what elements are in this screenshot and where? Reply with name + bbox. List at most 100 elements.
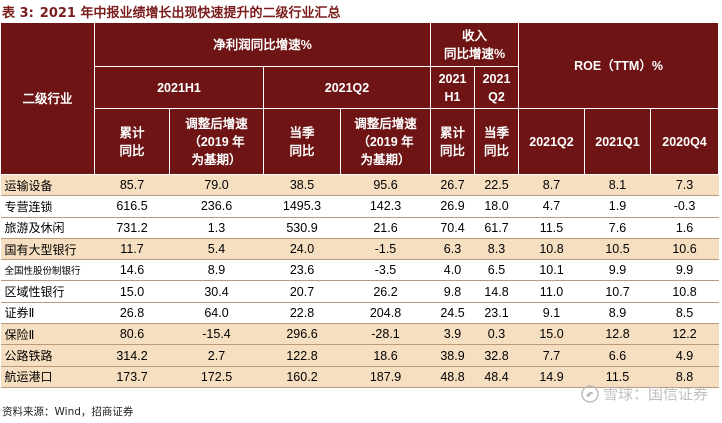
cell-roe-2020q4: 10.8	[650, 280, 719, 303]
cell-roe-2021q2: 10.8	[518, 238, 585, 261]
cell-np-h1-cum: 173.7	[94, 366, 170, 388]
header-cum-line1: 累计	[119, 125, 145, 140]
header-rev-q2-line2: Q2	[488, 89, 505, 104]
cell-np-h1-adj: 2.7	[169, 344, 264, 367]
cell-np-q2-season: 38.5	[263, 174, 341, 197]
cell-np-q2-season: 24.0	[263, 238, 341, 261]
cell-rev-q2: 8.3	[474, 238, 519, 261]
cell-np-q2-adj: -3.5	[340, 259, 431, 282]
cell-roe-2021q2: 7.7	[518, 344, 585, 367]
row-industry-name: 国有大型银行	[0, 238, 95, 261]
row-industry-name: 证券Ⅱ	[0, 302, 95, 325]
table-row: 专营连锁 616.5 236.6 1495.3 142.3 26.9 18.0 …	[0, 195, 719, 218]
header-season: 当季 同比	[263, 108, 341, 175]
header-adj-h1-line1: 调整后增速	[185, 116, 248, 131]
header-industry: 二级行业	[0, 22, 95, 175]
cell-np-q2-season: 530.9	[263, 217, 341, 239]
cell-roe-2021q2: 9.1	[518, 302, 585, 325]
header-adj-h1-line2: （2019 年	[188, 134, 245, 149]
cell-rev-q2: 23.1	[474, 302, 519, 325]
cell-roe-2020q4: 4.9	[650, 344, 719, 367]
cell-np-q2-season: 23.6	[263, 259, 341, 282]
cell-roe-2021q2: 8.7	[518, 174, 585, 197]
cell-roe-2021q2: 11.0	[518, 280, 585, 303]
header-season-line1: 当季	[289, 125, 315, 140]
header-rev-cum-line1: 累计	[439, 125, 465, 140]
cell-np-q2-adj: 21.6	[340, 217, 431, 239]
header-rev-h1-line1: 2021	[438, 71, 467, 86]
header-rev-season-line2: 同比	[483, 143, 509, 158]
cell-np-h1-cum: 11.7	[94, 238, 170, 261]
cell-np-h1-adj: 236.6	[169, 195, 264, 218]
cell-rev-h1: 3.9	[430, 323, 475, 346]
cell-roe-2020q4: 7.3	[650, 174, 719, 197]
cell-np-q2-season: 20.7	[263, 280, 341, 303]
header-rev-season-line1: 当季	[483, 125, 509, 140]
table-row: 区域性银行 15.0 30.4 20.7 26.2 9.8 14.8 11.0 …	[0, 280, 719, 303]
cell-roe-2020q4: 10.6	[650, 238, 719, 261]
cell-rev-h1: 4.0	[430, 259, 475, 282]
cell-np-h1-adj: 5.4	[169, 238, 264, 261]
cell-roe-2020q4: 12.2	[650, 323, 719, 346]
cell-np-h1-adj: 8.9	[169, 259, 264, 282]
cell-roe-2021q1: 1.9	[584, 195, 651, 218]
cell-np-q2-season: 122.8	[263, 344, 341, 367]
header-season-line2: 同比	[289, 143, 315, 158]
cell-rev-h1: 6.3	[430, 238, 475, 261]
header-adj-q2: 调整后增速 （2019 年 为基期）	[340, 108, 431, 175]
cell-np-h1-cum: 731.2	[94, 217, 170, 239]
cell-np-h1-adj: 64.0	[169, 302, 264, 325]
cell-np-h1-adj: -15.4	[169, 323, 264, 346]
cell-roe-2021q1: 6.6	[584, 344, 651, 367]
header-roe: ROE（TTM）%	[517, 22, 720, 109]
cell-roe-2021q2: 10.1	[518, 259, 585, 282]
cell-rev-q2: 61.7	[474, 217, 519, 239]
cell-roe-2021q1: 11.5	[584, 366, 651, 388]
header-net-profit: 净利润同比增速%	[94, 22, 431, 67]
cell-np-h1-cum: 616.5	[94, 195, 170, 218]
cell-np-h1-cum: 314.2	[94, 344, 170, 367]
header-adj-q2-line3: 为基期）	[360, 152, 411, 167]
header-adj-h1: 调整后增速 （2019 年 为基期）	[169, 108, 264, 175]
header-rev-q2-line1: 2021	[482, 71, 511, 86]
header-adj-q2-line1: 调整后增速	[354, 116, 417, 131]
industry-growth-table: 二级行业 净利润同比增速% 收入 同比增速% ROE（TTM）% 2021H1 …	[0, 22, 720, 388]
cell-roe-2021q1: 8.1	[584, 174, 651, 197]
cell-np-h1-cum: 80.6	[94, 323, 170, 346]
header-rev-cum: 累计 同比	[430, 108, 475, 175]
header-revenue-line2: 同比增速%	[443, 46, 506, 61]
cell-np-q2-adj: 18.6	[340, 344, 431, 367]
xueqiu-logo-icon	[581, 384, 599, 403]
header-rev-h1-line2: H1	[444, 89, 461, 104]
cell-roe-2021q2: 11.5	[518, 217, 585, 239]
cell-np-q2-season: 22.8	[263, 302, 341, 325]
row-industry-name: 旅游及休闲	[0, 217, 95, 239]
cell-np-h1-cum: 15.0	[94, 280, 170, 303]
cell-rev-h1: 48.8	[430, 366, 475, 388]
table-row: 证券Ⅱ 26.8 64.0 22.8 204.8 24.5 23.1 9.1 8…	[0, 302, 719, 325]
header-cum-line2: 同比	[119, 143, 145, 158]
cell-rev-q2: 0.3	[474, 323, 519, 346]
table-row: 保险Ⅱ 80.6 -15.4 296.6 -28.1 3.9 0.3 15.0 …	[0, 323, 719, 346]
header-adj-q2-line2: （2019 年	[357, 134, 414, 149]
cell-np-q2-adj: 204.8	[340, 302, 431, 325]
header-rev-season: 当季 同比	[474, 108, 519, 175]
xueqiu-watermark: 雪球：国信证券	[581, 383, 708, 404]
header-rev-h1: 2021 H1	[430, 66, 475, 109]
table-row: 公路铁路 314.2 2.7 122.8 18.6 38.9 32.8 7.7 …	[0, 344, 719, 367]
cell-np-q2-adj: 187.9	[340, 366, 431, 388]
row-industry-name: 航运港口	[0, 366, 95, 388]
row-industry-name: 保险Ⅱ	[0, 323, 95, 346]
cell-roe-2021q1: 12.8	[584, 323, 651, 346]
table-row: 运输设备 85.7 79.0 38.5 95.6 26.7 22.5 8.7 8…	[0, 174, 719, 197]
header-2021q2: 2021Q2	[263, 66, 431, 109]
row-industry-name: 公路铁路	[0, 344, 95, 367]
header-adj-h1-line3: 为基期）	[191, 152, 242, 167]
cell-roe-2021q1: 10.7	[584, 280, 651, 303]
cell-roe-2021q1: 7.6	[584, 217, 651, 239]
cell-roe-2020q4: 1.6	[650, 217, 719, 239]
cell-roe-2021q2: 15.0	[518, 323, 585, 346]
header-rev-cum-line2: 同比	[439, 143, 465, 158]
cell-np-q2-adj: 95.6	[340, 174, 431, 197]
cell-roe-2021q1: 10.5	[584, 238, 651, 261]
